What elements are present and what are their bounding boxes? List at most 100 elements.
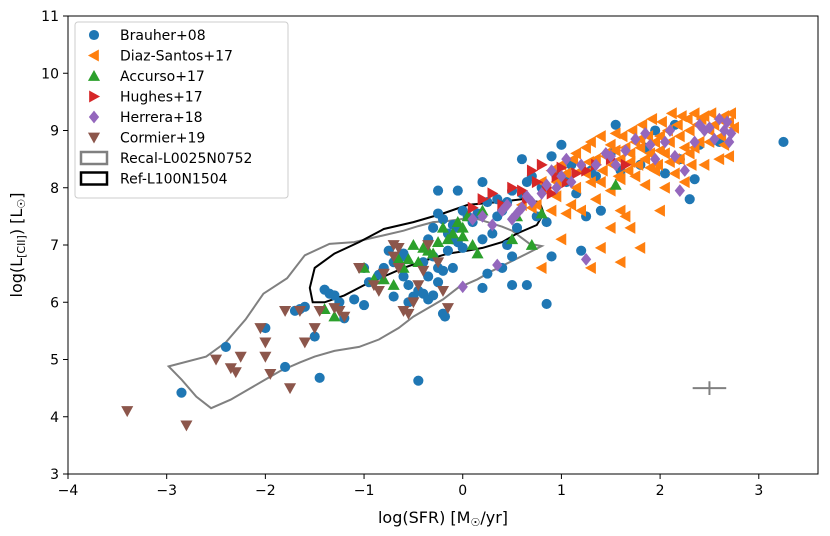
data-point [466, 238, 479, 250]
x-tick-label: −1 [354, 483, 375, 499]
data-point [561, 152, 572, 166]
data-point [664, 124, 676, 137]
data-point [402, 253, 415, 265]
data-point [309, 331, 320, 342]
data-point [328, 303, 341, 315]
legend-marker [87, 132, 101, 144]
data-point [665, 107, 677, 120]
data-point [502, 198, 513, 212]
legend-marker [88, 29, 100, 41]
data-point [349, 294, 360, 305]
data-point [437, 214, 449, 225]
legend-entry: Recal-L0025N0752 [79, 150, 252, 167]
data-point [658, 181, 670, 194]
data-point [422, 240, 435, 252]
data-point [412, 256, 425, 268]
points-layer [121, 107, 789, 432]
contour-recal-l0025n0752 [166, 216, 545, 410]
data-point [439, 311, 451, 322]
data-point [624, 221, 636, 234]
legend-entry: Diaz-Santos+17 [87, 49, 233, 65]
data-point [526, 164, 538, 177]
series-herrera-18 [457, 112, 737, 294]
data-point [698, 158, 710, 171]
data-point [688, 107, 700, 120]
x-tick-label: −4 [58, 483, 79, 499]
data-point [590, 158, 602, 172]
data-point [467, 212, 478, 226]
data-point [570, 181, 582, 194]
data-point [388, 291, 399, 302]
data-point [725, 107, 736, 120]
data-point [535, 207, 548, 219]
data-point [407, 238, 420, 250]
data-point [560, 167, 572, 180]
data-point [550, 190, 562, 203]
data-point [541, 298, 552, 310]
data-point [428, 222, 439, 233]
data-point [605, 149, 616, 163]
data-point [477, 176, 488, 188]
data-point [580, 141, 591, 154]
data-point [646, 113, 658, 126]
data-point [714, 112, 725, 126]
data-point [610, 119, 621, 130]
data-point [556, 161, 568, 174]
data-point [264, 368, 277, 380]
data-point [392, 263, 405, 274]
data-point [507, 280, 518, 291]
data-point [412, 280, 425, 292]
legend-box [74, 21, 289, 199]
data-point [536, 187, 547, 200]
data-point [652, 158, 663, 171]
data-point [709, 132, 720, 146]
data-point [506, 212, 518, 226]
data-point [397, 305, 410, 317]
data-point [436, 285, 450, 297]
data-point [556, 169, 567, 183]
data-point [402, 308, 415, 320]
data-point [308, 323, 321, 335]
data-point [180, 420, 193, 432]
data-point [614, 256, 626, 269]
data-point [622, 164, 634, 177]
data-point [234, 351, 247, 363]
data-point [571, 167, 583, 180]
data-point [649, 164, 661, 177]
x-tick-label: 0 [458, 483, 467, 499]
y-tick-label: 3 [50, 467, 59, 483]
legend-entry: Herrera+18 [88, 110, 203, 126]
data-point [220, 341, 231, 352]
data-point [279, 305, 292, 317]
data-point [654, 144, 665, 157]
data-point [659, 135, 671, 149]
data-point [722, 115, 733, 129]
data-point [639, 153, 651, 166]
data-point [447, 262, 458, 273]
data-point [694, 118, 705, 132]
y-tick-label: 8 [50, 181, 59, 197]
data-point [487, 218, 498, 232]
legend-marker [88, 110, 100, 124]
data-point [433, 185, 444, 196]
data-point [477, 282, 488, 293]
data-point [417, 265, 430, 277]
data-point [654, 204, 665, 217]
data-point [584, 135, 596, 148]
data-point [669, 149, 681, 163]
data-point [353, 263, 366, 274]
data-point [620, 144, 631, 157]
legend-entry: Hughes+17 [89, 90, 203, 106]
y-tick-label: 5 [50, 353, 59, 369]
data-point [229, 367, 242, 379]
data-point [689, 174, 700, 185]
data-point [521, 189, 533, 203]
data-point [674, 184, 685, 197]
data-point [600, 147, 611, 160]
y-axis-label: log(L[CII]) [L☉] [7, 193, 28, 298]
data-point [589, 193, 601, 206]
x-axis-ticks: −4 −3 −2 −1 0 1 2 3 [58, 474, 763, 499]
data-point [555, 233, 567, 246]
data-point [457, 280, 468, 294]
y-tick-label: 4 [50, 410, 59, 426]
